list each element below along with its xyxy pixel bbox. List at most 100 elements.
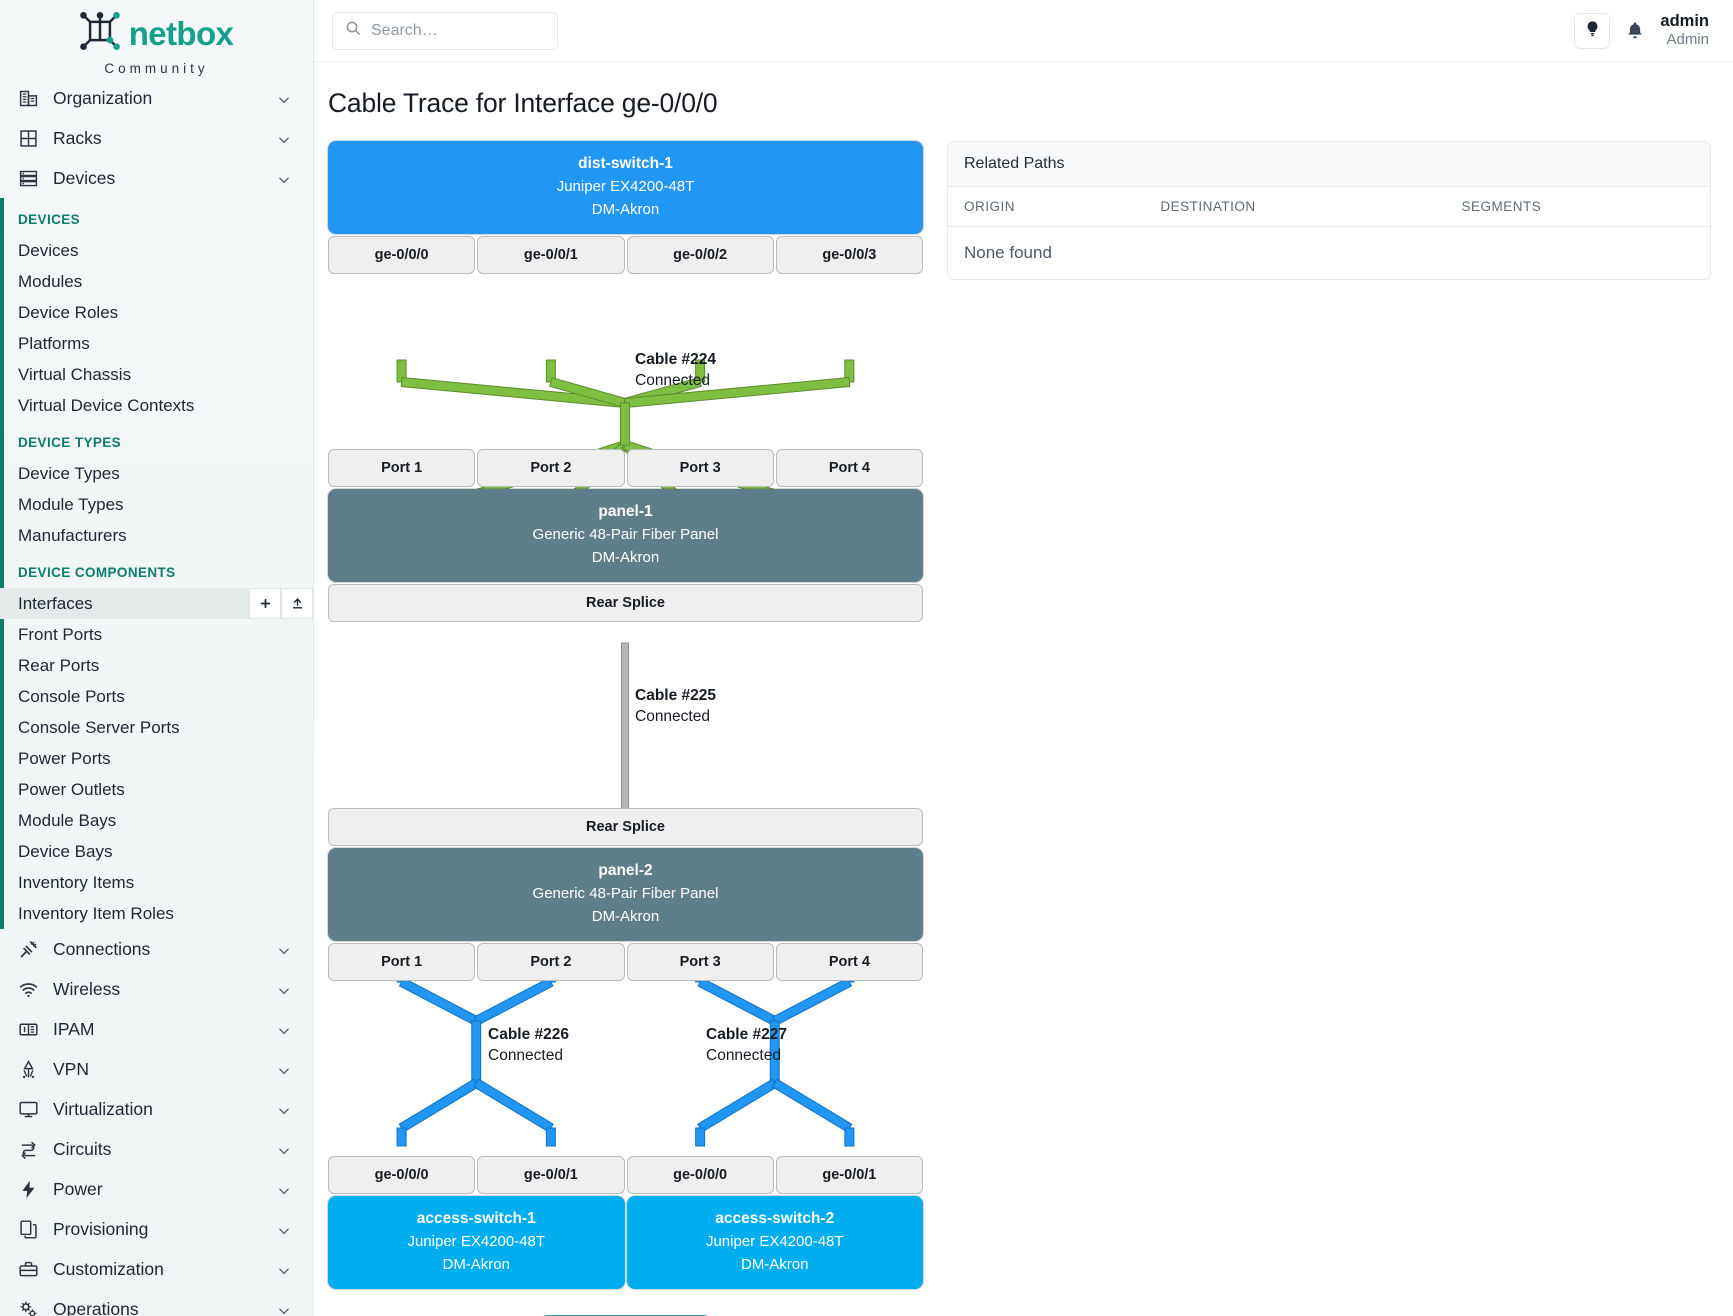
interface-term[interactable]: ge-0/0/1 xyxy=(477,1156,625,1195)
cable-label-status: Connected xyxy=(488,1046,563,1064)
cable-label-227[interactable]: Cable #227 Connected xyxy=(706,1025,787,1067)
chevron-down-icon xyxy=(277,1022,291,1036)
sidebar-item-label: Front Ports xyxy=(18,624,103,644)
sidebar-group-power[interactable]: Power xyxy=(0,1169,313,1209)
sidebar-group-connections[interactable]: Connections xyxy=(0,929,313,969)
add-interface-button[interactable] xyxy=(249,588,281,619)
device-name: dist-switch-1 xyxy=(578,155,673,172)
table-body: None found xyxy=(948,227,1710,280)
device-node-access-switch-1[interactable]: access-switch-1 Juniper EX4200-48T DM-Ak… xyxy=(328,1196,625,1290)
front-port-term[interactable]: Port 2 xyxy=(477,449,625,488)
empty-message: None found xyxy=(964,243,1052,262)
device-type: Juniper EX4200-48T xyxy=(556,178,695,196)
topbar: admin Admin xyxy=(314,0,1733,62)
user-menu[interactable]: admin Admin xyxy=(1660,12,1709,49)
device-site: DM-Akron xyxy=(591,907,660,925)
sidebar-group-label: Operations xyxy=(53,1298,139,1316)
sidebar-group-customization[interactable]: Customization xyxy=(0,1249,313,1289)
sidebar-group-virtualization[interactable]: Virtualization xyxy=(0,1089,313,1129)
front-port-term[interactable]: Port 1 xyxy=(328,943,476,982)
interface-term[interactable]: ge-0/0/0 xyxy=(328,236,476,275)
sidebar-item-front-ports[interactable]: Front Ports xyxy=(0,619,313,650)
sidebar-item-virtual-chassis[interactable]: Virtual Chassis xyxy=(0,359,313,390)
sidebar-item-console-ports[interactable]: Console Ports xyxy=(0,681,313,712)
rear-port-term[interactable]: Rear Splice xyxy=(328,808,923,847)
sidebar-group-ipam[interactable]: IPAM xyxy=(0,1009,313,1049)
panel-1-front-ports-row: Port 1 Port 2 Port 3 Port 4 xyxy=(328,449,923,488)
sidebar-item-manufacturers[interactable]: Manufacturers xyxy=(0,520,313,551)
sidebar-group-operations[interactable]: Operations xyxy=(0,1289,313,1316)
sidebar-item-module-types[interactable]: Module Types xyxy=(0,489,313,520)
sidebar-item-device-types[interactable]: Device Types xyxy=(0,458,313,489)
sidebar-group-devices[interactable]: Devices xyxy=(0,158,313,198)
related-paths-title: Related Paths xyxy=(948,142,1710,187)
device-node-dist-switch-1[interactable]: dist-switch-1 Juniper EX4200-48T DM-Akro… xyxy=(328,141,923,235)
sidebar-item-inventory-item-roles[interactable]: Inventory Item Roles xyxy=(0,898,313,929)
gears-icon xyxy=(18,1299,39,1316)
search-input[interactable] xyxy=(371,21,545,40)
sidebar-group-racks[interactable]: Racks xyxy=(0,118,313,158)
device-type: Juniper EX4200-48T xyxy=(705,1233,844,1251)
sidebar-item-power-ports[interactable]: Power Ports xyxy=(0,743,313,774)
wifi-icon xyxy=(18,979,39,1000)
interface-term[interactable]: ge-0/0/0 xyxy=(626,1156,774,1195)
sidebar-group-label: Organization xyxy=(53,87,153,108)
sidebar-group-vpn[interactable]: VPN xyxy=(0,1049,313,1089)
sidebar-item-modules[interactable]: Modules xyxy=(0,266,313,297)
sidebar-item-platforms[interactable]: Platforms xyxy=(0,328,313,359)
sidebar-item-module-bays[interactable]: Module Bays xyxy=(0,805,313,836)
cable-label-225[interactable]: Cable #225 Connected xyxy=(635,686,716,728)
device-node-panel-2[interactable]: panel-2 Generic 48-Pair Fiber Panel DM-A… xyxy=(328,848,923,942)
sidebar-item-label: Virtual Chassis xyxy=(18,364,132,384)
interface-term[interactable]: ge-0/0/1 xyxy=(477,236,625,275)
cable-label-status: Connected xyxy=(635,707,710,725)
sidebar-item-power-outlets[interactable]: Power Outlets xyxy=(0,774,313,805)
bell-icon[interactable] xyxy=(1624,20,1646,42)
sidebar-item-label: Module Types xyxy=(18,494,124,514)
sidebar-item-label: Platforms xyxy=(18,333,90,353)
sidebar-item-device-roles[interactable]: Device Roles xyxy=(0,297,313,328)
sidebar-item-console-server-ports[interactable]: Console Server Ports xyxy=(0,712,313,743)
interface-term[interactable]: ge-0/0/0 xyxy=(328,1156,476,1195)
search-box[interactable] xyxy=(332,11,558,50)
sidebar-item-inventory-items[interactable]: Inventory Items xyxy=(0,867,313,898)
interface-term[interactable]: ge-0/0/2 xyxy=(626,236,774,275)
sidebar-item-label: Interfaces xyxy=(18,593,93,613)
sidebar-group-circuits[interactable]: Circuits xyxy=(0,1129,313,1169)
plus-icon xyxy=(260,598,270,609)
front-port-term[interactable]: Port 3 xyxy=(626,449,774,488)
content-area: dist-switch-1 Juniper EX4200-48T DM-Akro… xyxy=(314,119,1733,1316)
cable-label-224[interactable]: Cable #224 Connected xyxy=(635,350,716,392)
sidebar-item-label: Console Server Ports xyxy=(18,717,180,737)
front-port-term[interactable]: Port 4 xyxy=(775,943,923,982)
import-interfaces-button[interactable] xyxy=(281,588,313,619)
front-port-term[interactable]: Port 4 xyxy=(775,449,923,488)
device-site: DM-Akron xyxy=(740,1255,809,1273)
toolbox-icon xyxy=(18,1259,39,1280)
interface-term[interactable]: ge-0/0/3 xyxy=(775,236,923,275)
sidebar-item-interfaces[interactable]: Interfaces xyxy=(0,588,313,619)
device-node-access-switch-2[interactable]: access-switch-2 Juniper EX4200-48T DM-Ak… xyxy=(626,1196,923,1290)
sidebar-item-label: Devices xyxy=(18,240,79,260)
device-name: access-switch-2 xyxy=(715,1210,835,1228)
sidebar-item-device-bays[interactable]: Device Bays xyxy=(0,836,313,867)
cable-label-226[interactable]: Cable #226 Connected xyxy=(488,1025,569,1067)
sidebar-item-virtual-device-contexts[interactable]: Virtual Device Contexts xyxy=(0,390,313,421)
related-paths-card: Related Paths Origin Destination Segments … xyxy=(947,141,1711,280)
interface-term[interactable]: ge-0/0/1 xyxy=(775,1156,923,1195)
sidebar-item-rear-ports[interactable]: Rear Ports xyxy=(0,650,313,681)
front-port-term[interactable]: Port 3 xyxy=(626,943,774,982)
sidebar-item-devices[interactable]: Devices xyxy=(0,235,313,266)
theme-toggle-button[interactable] xyxy=(1574,12,1611,49)
device-site: DM-Akron xyxy=(591,200,660,218)
sidebar-group-organization[interactable]: Organization xyxy=(0,78,313,118)
front-port-term[interactable]: Port 2 xyxy=(477,943,625,982)
front-port-term[interactable]: Port 1 xyxy=(328,449,476,488)
sidebar-item-label: Manufacturers xyxy=(18,525,127,545)
rear-port-term[interactable]: Rear Splice xyxy=(328,584,923,623)
table-column-header: Origin xyxy=(948,187,1145,227)
device-node-panel-1[interactable]: panel-1 Generic 48-Pair Fiber Panel DM-A… xyxy=(328,489,923,583)
sidebar-group-provisioning[interactable]: Provisioning xyxy=(0,1209,313,1249)
sidebar-group-wireless[interactable]: Wireless xyxy=(0,969,313,1009)
brand-header[interactable]: netbox Community xyxy=(0,0,313,78)
